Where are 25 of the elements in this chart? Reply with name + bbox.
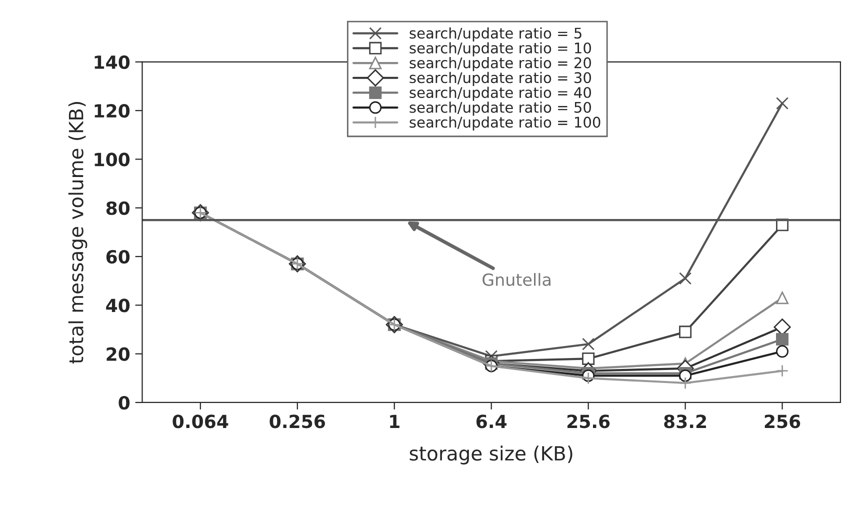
y-axis-title: total message volume (KB) [68,102,88,364]
ref-line-label: Gnutella [482,273,550,286]
legend-label: search/update ratio = 20 [410,57,591,72]
y-tick-label: 60 [106,250,130,264]
legend-label: search/update ratio = 50 [410,102,591,116]
y-tick-label: 40 [106,298,130,312]
x-tick-label: 25.6 [567,414,610,428]
x-tick-label: 1 [390,414,400,428]
x-tick-label: 83.2 [664,414,706,428]
y-tick-label: 80 [106,201,130,215]
y-tick-label: 100 [94,152,130,166]
legend-label: search/update ratio = 100 [410,116,600,131]
x-tick-label: 6.4 [476,414,507,428]
y-tick-label: 120 [94,104,130,118]
y-tick-label: 0 [118,396,130,410]
legend-label: search/update ratio = 30 [410,72,591,86]
legend-label: search/update ratio = 5 [410,27,582,42]
y-tick-label: 20 [106,347,130,361]
x-axis-title: storage size (KB) [410,446,572,464]
legend-label: search/update ratio = 40 [410,86,591,101]
legend-label: search/update ratio = 10 [410,42,591,56]
x-tick-label: 0.064 [172,414,228,428]
x-tick-label: 0.256 [270,414,325,428]
x-tick-label: 256 [764,414,800,428]
y-tick-label: 140 [94,55,130,70]
